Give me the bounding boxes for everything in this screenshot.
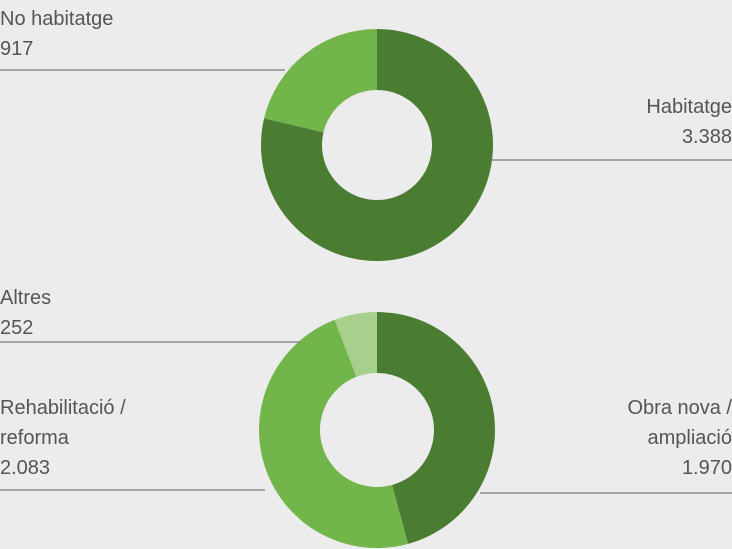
slice-name: Obra nova / ampliació	[627, 397, 732, 449]
slice-label: Rehabilitació / reforma 2.083	[0, 393, 190, 483]
slice-label: Obra nova / ampliació 1.970	[572, 393, 732, 483]
slice-name: Altres	[0, 287, 52, 309]
slice-value: 917	[0, 38, 34, 60]
slice-value: 2.083	[0, 457, 51, 479]
slice-name: Rehabilitació / reforma	[0, 397, 126, 449]
slice-name: Habitatge	[646, 96, 732, 118]
slice-label: Altres 252	[0, 283, 200, 343]
slice-value: 1.970	[681, 457, 732, 479]
slice-label: Habitatge 3.388	[532, 92, 732, 152]
slice-value: 3.388	[681, 126, 732, 148]
slice-value: 252	[0, 317, 34, 339]
slice-name: No habitatge	[0, 8, 114, 30]
donut-slice	[377, 312, 495, 544]
slice-label: No habitatge 917	[0, 4, 200, 64]
donut-slice	[259, 319, 409, 548]
donut-slice	[264, 29, 377, 133]
donut-slice	[261, 29, 493, 261]
donut-slice	[334, 312, 377, 377]
